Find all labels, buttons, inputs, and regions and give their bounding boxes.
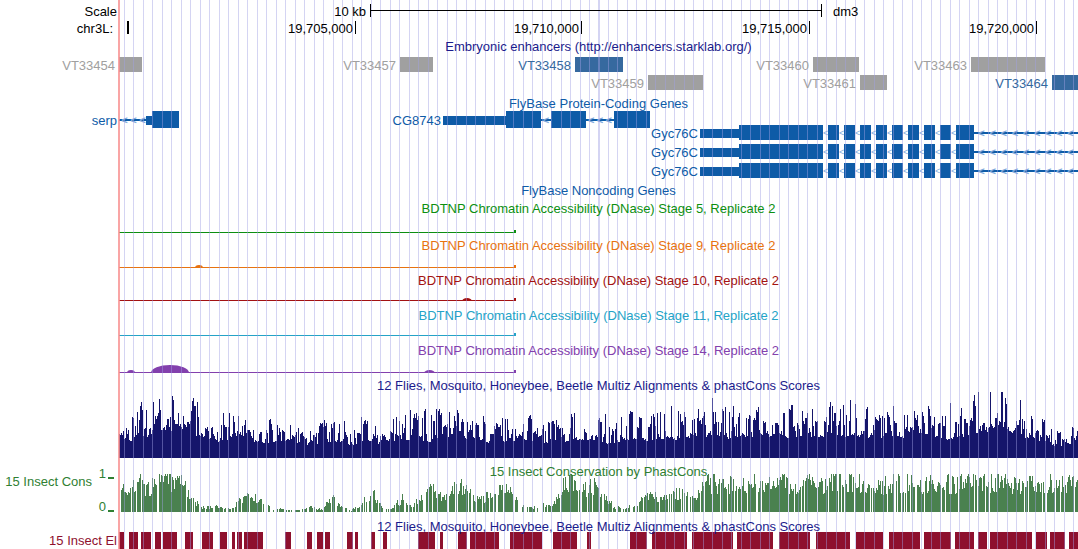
genome-browser-image: Scale 10 kb dm3 chr3L: Embryonic enhance…: [0, 0, 1078, 549]
coordinate-tick: [809, 21, 810, 34]
track-title-bdtnp-stage5[interactable]: BDTNP Chromatin Accessibility (DNase) St…: [119, 201, 1078, 216]
track-title-protein-coding-genes[interactable]: FlyBase Protein-Coding Genes: [119, 96, 1078, 111]
coordinate-tick: [1036, 21, 1037, 34]
coordinate-tick: [355, 21, 356, 34]
coordinate-label: 19,720,000: [936, 21, 1034, 36]
phastcons-axis-tick-top: [108, 477, 114, 479]
track-title-bdtnp-stage14[interactable]: BDTNP Chromatin Accessibility (DNase) St…: [119, 343, 1078, 358]
enhancer-label-VT33459[interactable]: VT33459: [562, 76, 644, 91]
phastcons-left-label[interactable]: 15 Insect Cons: [0, 474, 92, 489]
track-title-noncoding-genes[interactable]: FlyBase Noncoding Genes: [119, 183, 1078, 198]
coordinate-label: 19,705,000: [255, 21, 353, 36]
gene-label-Gyc76C[interactable]: Gyc76C: [618, 126, 698, 141]
track-title-multiz-elements[interactable]: 12 Flies, Mosquito, Honeybee, Beetle Mul…: [119, 519, 1078, 534]
elements-left-label[interactable]: 15 Insect El: [17, 533, 117, 548]
chromosome-label: chr3L:: [13, 21, 113, 36]
enhancer-label-VT33457[interactable]: VT33457: [314, 58, 396, 73]
scale-label: Scale: [17, 4, 117, 19]
track-title-multiz[interactable]: 12 Flies, Mosquito, Honeybee, Beetle Mul…: [119, 378, 1078, 393]
enhancer-label-VT33454[interactable]: VT33454: [33, 58, 115, 73]
coordinate-label: 19,710,000: [481, 21, 579, 36]
phastcons-axis-tick-bottom: [108, 510, 114, 512]
gene-label-CG8743[interactable]: CG8743: [361, 113, 441, 128]
gene-label-serp[interactable]: serp: [37, 113, 117, 128]
enhancer-label-VT33458[interactable]: VT33458: [489, 58, 571, 73]
coordinate-label: 19,715,000: [709, 21, 807, 36]
enhancer-label-VT33460[interactable]: VT33460: [727, 58, 809, 73]
gene-label-Gyc76C[interactable]: Gyc76C: [618, 145, 698, 160]
enhancer-label-VT33464[interactable]: VT33464: [966, 76, 1048, 91]
scale-bar-tick-left: [370, 4, 371, 17]
track-title-phastcons[interactable]: 15 Insect Conservation by PhastCons: [119, 464, 1078, 479]
coordinate-start-tick: [127, 21, 129, 34]
track-title-bdtnp-stage9[interactable]: BDTNP Chromatin Accessibility (DNase) St…: [119, 238, 1078, 253]
phastcons-axis-max: 1: [86, 466, 106, 481]
gene-label-Gyc76C[interactable]: Gyc76C: [618, 164, 698, 179]
phastcons-axis-min: 0: [86, 499, 106, 514]
assembly-label: dm3: [833, 4, 858, 19]
scale-bar-line: [370, 10, 822, 11]
enhancer-label-VT33461[interactable]: VT33461: [774, 76, 856, 91]
track-title-enhancers[interactable]: Embryonic enhancers (http://enhancers.st…: [119, 39, 1078, 54]
track-title-bdtnp-stage10[interactable]: BDTNP Chromatin Accessibility (DNase) St…: [119, 273, 1078, 288]
scale-bar-tick-right: [821, 4, 822, 17]
scale-bar-label: 10 kb: [266, 4, 366, 19]
track-title-bdtnp-stage11[interactable]: BDTNP Chromatin Accessibility (DNase) St…: [119, 308, 1078, 323]
enhancer-label-VT33463[interactable]: VT33463: [885, 58, 967, 73]
coordinate-tick: [581, 21, 582, 34]
